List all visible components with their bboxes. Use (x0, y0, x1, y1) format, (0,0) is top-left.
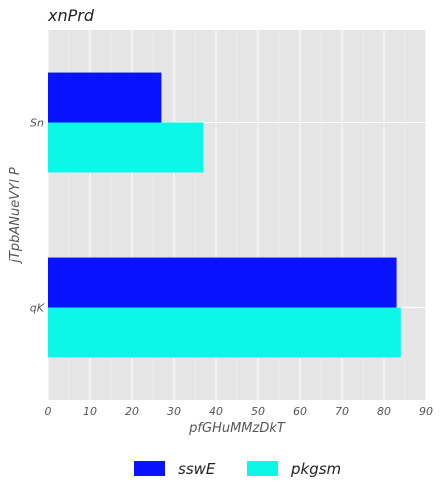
x-tick-label: 20 (125, 405, 139, 418)
bar-pkgsm-qK (48, 307, 401, 358)
x-tick-label: 30 (167, 405, 181, 418)
legend-swatch-sswE (134, 461, 165, 476)
legend-swatch-pkgsm (247, 461, 278, 476)
bar-sswE-Sn (48, 72, 162, 123)
x-tick-label: 50 (251, 405, 265, 418)
x-tick-label: 90 (419, 405, 433, 418)
x-tick-label: 60 (293, 405, 307, 418)
y-axis-label: jTpbANueVYl P (8, 167, 23, 264)
x-tick-label: 40 (209, 405, 223, 418)
y-tick-labels: Sn qK (30, 117, 45, 315)
x-axis-label: pfGHuMMzDkT (188, 421, 286, 436)
legend: sswE pkgsm (134, 460, 341, 478)
bar-pkgsm-Sn (48, 122, 204, 173)
bars (48, 72, 401, 358)
x-tick-label: 0 (45, 405, 52, 418)
legend-label-sswE: sswE (178, 460, 216, 478)
legend-label-pkgsm: pkgsm (290, 460, 341, 478)
chart-title: xnPrd (47, 6, 95, 25)
y-tick-label: Sn (30, 117, 44, 130)
x-tick-label: 80 (377, 405, 391, 418)
bar-sswE-qK (48, 257, 397, 308)
x-tick-label: 10 (83, 405, 97, 418)
x-tick-labels: 0 10 20 30 40 50 60 70 80 90 (45, 405, 434, 418)
x-tick-label: 70 (335, 405, 349, 418)
y-tick-label: qK (30, 302, 45, 315)
